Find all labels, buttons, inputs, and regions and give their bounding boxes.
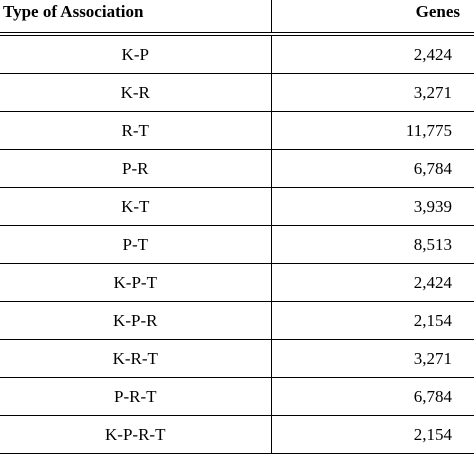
genes-count-cell: 8,513	[271, 225, 474, 264]
header-genes: Genes	[271, 0, 474, 36]
association-type-cell: K-P-R	[0, 301, 272, 340]
genes-count-cell: 2,154	[271, 415, 474, 454]
association-genes-table: Type of Association Genes K-P 2,424 K-R …	[0, 0, 474, 454]
genes-count-cell: 2,424	[271, 34, 474, 74]
association-type-cell: P-T	[0, 225, 272, 264]
association-type-cell: K-P-R-T	[0, 415, 272, 454]
genes-count-cell: 2,424	[271, 263, 474, 302]
association-type-cell: P-R	[0, 149, 272, 188]
header-type-of-association: Type of Association	[0, 0, 272, 36]
genes-count-cell: 3,271	[271, 339, 474, 378]
association-type-cell: K-P-T	[0, 263, 272, 302]
genes-count-cell: 3,271	[271, 73, 474, 112]
table-row: K-P-R 2,154	[0, 301, 474, 340]
table-row: K-P-R-T 2,154	[0, 415, 474, 454]
table-row: P-R-T 6,784	[0, 377, 474, 416]
association-type-cell: K-P	[0, 34, 272, 74]
table-row: P-R 6,784	[0, 149, 474, 188]
table-row: P-T 8,513	[0, 225, 474, 264]
table-row: K-P-T 2,424	[0, 263, 474, 302]
genes-count-cell: 6,784	[271, 377, 474, 416]
association-type-cell: R-T	[0, 111, 272, 150]
association-type-cell: K-T	[0, 187, 272, 226]
table-row: K-P 2,424	[0, 34, 474, 74]
table-row: K-T 3,939	[0, 187, 474, 226]
association-type-cell: K-R	[0, 73, 272, 112]
table-header-row: Type of Association Genes	[0, 0, 474, 36]
table-row: K-R-T 3,271	[0, 339, 474, 378]
genes-count-cell: 3,939	[271, 187, 474, 226]
table-row: K-R 3,271	[0, 73, 474, 112]
genes-count-cell: 6,784	[271, 149, 474, 188]
genes-count-cell: 2,154	[271, 301, 474, 340]
genes-count-cell: 11,775	[271, 111, 474, 150]
table-row: R-T 11,775	[0, 111, 474, 150]
association-type-cell: P-R-T	[0, 377, 272, 416]
association-type-cell: K-R-T	[0, 339, 272, 378]
